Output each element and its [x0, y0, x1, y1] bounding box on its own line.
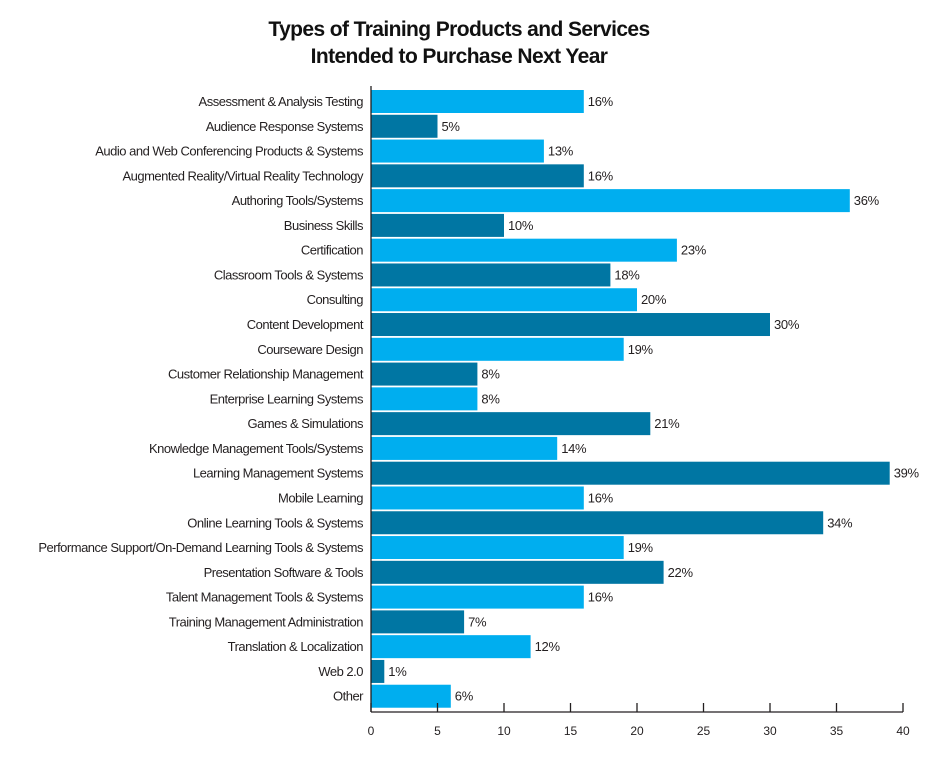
category-label-assessment-analysis-testing: Assessment & Analysis Testing	[199, 94, 364, 109]
bar-training-management-administration	[371, 610, 465, 634]
value-label-knowledge-management-tools-systems: 14%	[561, 441, 587, 456]
category-label-knowledge-management-tools-systems: Knowledge Management Tools/Systems	[149, 441, 364, 456]
category-label-translation-localization: Translation & Localization	[228, 639, 364, 654]
bar-online-learning-tools-systems	[371, 511, 824, 535]
bar-classroom-tools-systems	[371, 263, 611, 287]
bar-enterprise-learning-systems	[371, 387, 478, 411]
value-label-presentation-software-tools: 22%	[668, 565, 694, 580]
bar-consulting	[371, 288, 637, 312]
value-label-training-management-administration: 7%	[468, 614, 487, 629]
x-tick-label-20: 20	[630, 724, 644, 738]
category-label-online-learning-tools-systems: Online Learning Tools & Systems	[187, 515, 364, 530]
value-label-audio-and-web-conferencing-products-systems: 13%	[548, 144, 574, 159]
category-label-audio-and-web-conferencing-products-systems: Audio and Web Conferencing Products & Sy…	[95, 144, 364, 159]
category-label-performance-support-on-demand-learning-tools-systems: Performance Support/On-Demand Learning T…	[38, 540, 364, 555]
category-label-audience-response-systems: Audience Response Systems	[206, 119, 364, 134]
bar-business-skills	[371, 213, 504, 237]
value-label-classroom-tools-systems: 18%	[614, 267, 640, 282]
bar-talent-management-tools-systems	[371, 585, 584, 609]
category-label-training-management-administration: Training Management Administration	[169, 614, 364, 629]
value-label-performance-support-on-demand-learning-tools-systems: 19%	[628, 540, 654, 555]
value-label-enterprise-learning-systems: 8%	[481, 391, 500, 406]
value-label-talent-management-tools-systems: 16%	[588, 590, 614, 605]
bar-learning-management-systems	[371, 461, 890, 485]
bar-mobile-learning	[371, 486, 584, 510]
category-label-content-development: Content Development	[247, 317, 364, 332]
category-labels-group: Assessment & Analysis Testing Audience Re…	[38, 94, 364, 704]
bar-other	[371, 684, 451, 708]
bar-certification	[371, 238, 677, 262]
bar-web-2-0	[371, 659, 385, 683]
bar-audience-response-systems	[371, 114, 438, 138]
value-label-games-simulations: 21%	[654, 416, 680, 431]
x-tick-label-40: 40	[896, 724, 910, 738]
bar-knowledge-management-tools-systems	[371, 436, 558, 460]
value-label-authoring-tools-systems: 36%	[854, 193, 880, 208]
bars-group	[371, 90, 890, 708]
bar-presentation-software-tools	[371, 560, 664, 584]
x-axis: 0 5 10 15 20 25 30 35 40	[368, 86, 910, 738]
x-tick-label-10: 10	[497, 724, 511, 738]
value-label-online-learning-tools-systems: 34%	[827, 515, 853, 530]
category-label-customer-relationship-management: Customer Relationship Management	[168, 367, 364, 382]
value-label-courseware-design: 19%	[628, 342, 654, 357]
x-tick-label-15: 15	[564, 724, 578, 738]
bar-courseware-design	[371, 337, 624, 361]
x-tick-label-0: 0	[368, 724, 375, 738]
bar-augmented-reality-virtual-reality-technology	[371, 164, 584, 188]
value-label-learning-management-systems: 39%	[894, 466, 920, 481]
chart-title-line-2: Intended to Purchase Next Year	[310, 45, 608, 68]
category-label-business-skills: Business Skills	[284, 218, 364, 233]
category-label-enterprise-learning-systems: Enterprise Learning Systems	[210, 391, 364, 406]
value-label-customer-relationship-management: 8%	[481, 367, 500, 382]
bar-games-simulations	[371, 412, 651, 436]
value-labels-group: 16% 5% 13% 16% 36% 10% 23% 18%20% 30% 19% 8% 8% 21% 1…	[388, 94, 920, 704]
value-label-business-skills: 10%	[508, 218, 534, 233]
bar-performance-support-on-demand-learning-tools-systems	[371, 536, 624, 560]
value-label-mobile-learning: 16%	[588, 490, 614, 505]
chart-title-line-1: Types of Training Products and Services	[268, 18, 650, 41]
category-label-certification: Certification	[301, 243, 363, 258]
value-label-augmented-reality-virtual-reality-technology: 16%	[588, 168, 614, 183]
value-label-other: 6%	[455, 689, 474, 704]
category-label-augmented-reality-virtual-reality-technology: Augmented Reality/Virtual Reality Techno…	[122, 168, 364, 183]
bar-customer-relationship-management	[371, 362, 478, 386]
category-label-consulting: Consulting	[307, 292, 364, 307]
category-label-talent-management-tools-systems: Talent Management Tools & Systems	[166, 590, 364, 605]
x-tick-label-30: 30	[763, 724, 777, 738]
category-label-learning-management-systems: Learning Management Systems	[193, 466, 364, 481]
category-label-games-simulations: Games & Simulations	[248, 416, 364, 431]
bar-audio-and-web-conferencing-products-systems	[371, 139, 544, 163]
x-tick-label-5: 5	[434, 724, 441, 738]
category-label-web-2-0: Web 2.0	[318, 664, 363, 679]
bar-content-development	[371, 313, 770, 337]
category-label-other: Other	[333, 689, 364, 704]
value-label-web-2-0: 1%	[388, 664, 407, 679]
value-label-audience-response-systems: 5%	[442, 119, 461, 134]
x-tick-label-25: 25	[697, 724, 711, 738]
bar-assessment-analysis-testing	[371, 90, 584, 113]
bar-translation-localization	[371, 635, 531, 659]
category-label-mobile-learning: Mobile Learning	[278, 490, 363, 505]
value-label-assessment-analysis-testing: 16%	[588, 94, 614, 109]
value-label-translation-localization: 12%	[535, 639, 561, 654]
category-label-courseware-design: Courseware Design	[257, 342, 363, 357]
category-label-presentation-software-tools: Presentation Software & Tools	[204, 565, 364, 580]
category-label-classroom-tools-systems: Classroom Tools & Systems	[214, 267, 364, 282]
category-label-authoring-tools-systems: Authoring Tools/Systems	[232, 193, 364, 208]
value-label-content-development: 30%	[774, 317, 800, 332]
value-label-consulting: 20%	[641, 292, 667, 307]
chart-title: Types of Training Products and Services …	[0, 16, 918, 70]
bar-authoring-tools-systems	[371, 189, 850, 213]
value-label-certification: 23%	[681, 243, 707, 258]
x-tick-label-35: 35	[830, 724, 844, 738]
